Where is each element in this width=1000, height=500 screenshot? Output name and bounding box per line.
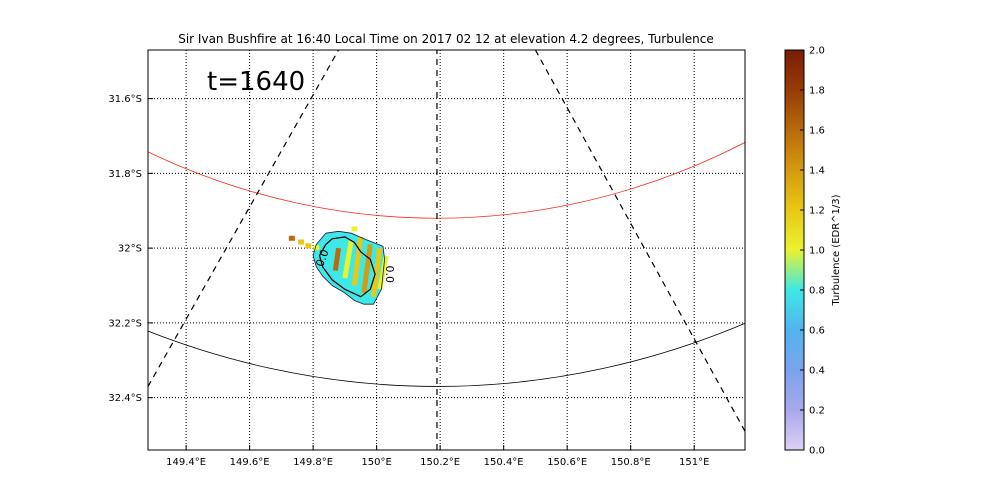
x-tick-label: 151°E — [679, 457, 709, 468]
x-axis-ticks: 149.4°E 149.6°E 149.8°E 150°E 150.2°E 150.4°E… — [166, 445, 709, 468]
colorbar-tick-label: 1.2 — [809, 206, 825, 217]
x-tick-label: 150.8°E — [611, 457, 651, 468]
colorbar-tick-label: 0.2 — [809, 406, 825, 417]
colorbar-label: Turbulence (EDR^1/3) — [831, 194, 842, 306]
colorbar-tick-label: 1.0 — [809, 246, 825, 257]
turbulence-strip — [332, 247, 342, 271]
contour-label: 0.0 — [313, 248, 331, 269]
turbulence-data: 0.0 0.0 — [288, 226, 396, 305]
colorbar-tick-label: 0.6 — [809, 326, 825, 337]
plot-background — [148, 50, 745, 450]
colorbar-tick-label: 0.0 — [809, 446, 825, 457]
plot-area: 0.0 0.0 — [148, 50, 745, 450]
colorbar-tick-label: 2.0 — [809, 46, 825, 57]
y-tick-label: 32.2°S — [108, 318, 142, 329]
grid-layer — [148, 50, 745, 450]
azimuth-line — [148, 50, 340, 387]
colorbar-tick-label: 1.6 — [809, 126, 825, 137]
range-ring — [148, 322, 745, 387]
x-tick-label: 149.4°E — [166, 457, 206, 468]
turbulence-strip — [351, 236, 364, 286]
colorbar-ticks: 0.0 0.2 0.4 0.6 0.8 1.0 1.2 1.4 1.6 1.8 2.0 — [800, 46, 825, 457]
y-axis-ticks: 31.6°S 31.8°S 32°S 32.2°S 32.4°S — [108, 94, 153, 404]
contour-line — [318, 236, 376, 298]
colorbar: 0.0 0.2 0.4 0.6 0.8 1.0 1.2 1.4 1.6 1.8 2.0 Turbul… — [784, 46, 842, 457]
x-tick-label: 150.4°E — [484, 457, 524, 468]
colorbar-tick-label: 1.8 — [809, 86, 825, 97]
turbulence-strip — [342, 240, 354, 279]
colorbar-tick-label: 1.4 — [809, 166, 825, 177]
turbulence-strip — [370, 247, 383, 298]
contour-outline — [312, 230, 386, 305]
x-tick-label: 149.8°E — [293, 457, 333, 468]
x-tick-label: 150°E — [361, 457, 391, 468]
x-tick-label: 150.6°E — [547, 457, 587, 468]
colorbar-tick-label: 0.4 — [809, 366, 825, 377]
turbulence-point — [313, 245, 320, 251]
plot-frame — [147, 49, 746, 451]
turbulence-strip — [361, 244, 373, 294]
y-tick-label: 31.8°S — [108, 169, 142, 180]
y-tick-label: 32.4°S — [108, 393, 142, 404]
turbulence-point — [288, 235, 295, 241]
x-tick-label: 150.2°E — [420, 457, 460, 468]
x-tick-label: 149.6°E — [230, 457, 270, 468]
y-tick-label: 31.6°S — [108, 94, 142, 105]
time-annotation: t=1640 — [207, 67, 305, 97]
colorbar-tick-label: 0.8 — [809, 286, 825, 297]
turbulence-point — [305, 243, 312, 249]
azimuth-lines — [148, 50, 745, 450]
chart-title: Sir Ivan Bushfire at 16:40 Local Time on… — [178, 32, 714, 46]
turbulence-point — [351, 226, 358, 232]
contour-label: 0.0 — [383, 266, 396, 284]
y-tick-label: 32°S — [118, 244, 142, 255]
turbulence-point — [298, 239, 305, 245]
